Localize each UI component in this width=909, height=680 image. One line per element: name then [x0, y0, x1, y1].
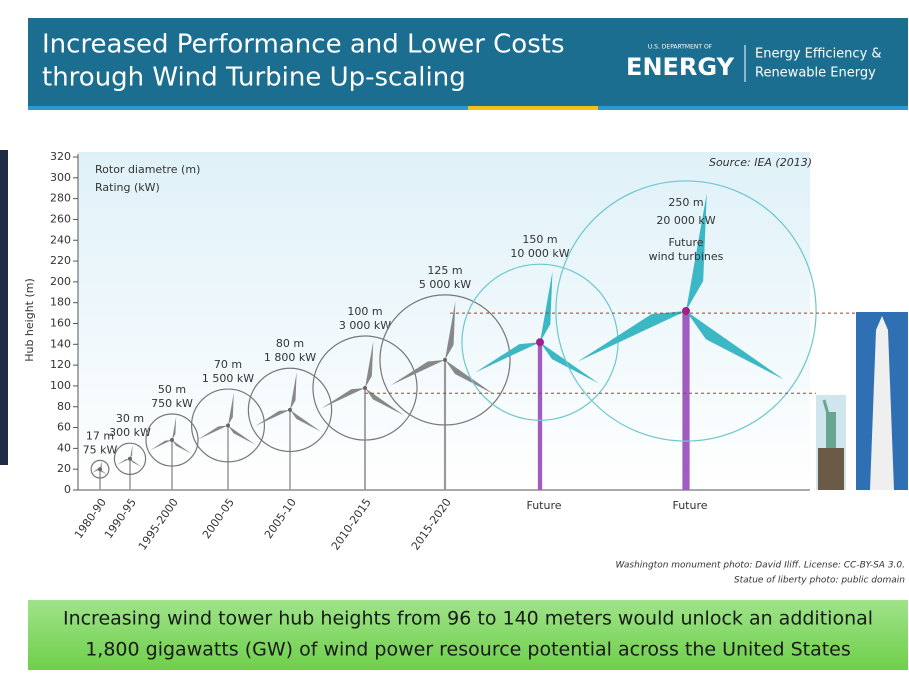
note: wind turbines [649, 250, 724, 263]
rating-label: 1 800 kW [264, 351, 316, 364]
rating-label: 10 000 kW [510, 247, 569, 260]
hub [128, 457, 132, 461]
credit: Washington monument photo: David Iliff. … [615, 561, 905, 571]
rating-label: 20 000 kW [656, 214, 715, 227]
y-tick-label: 80 [57, 400, 71, 413]
rating-label: 5 000 kW [419, 278, 471, 291]
y-tick-label: 220 [50, 254, 71, 267]
y-tick-label: 320 [50, 150, 71, 163]
footer-text: Increasing wind tower hub heights from 9… [63, 608, 873, 630]
title: through Wind Turbine Up-scaling [42, 63, 466, 93]
header-strip [468, 106, 598, 110]
credit: Statue of liberty photo: public domain [734, 576, 905, 586]
y-tick-label: 140 [50, 337, 71, 350]
diameter-label: 80 m [276, 337, 304, 350]
legend-text: Rating (kW) [95, 181, 160, 194]
logo-text: Energy Efficiency & [755, 47, 882, 62]
title: Increased Performance and Lower Costs [42, 30, 565, 60]
y-tick-label: 180 [50, 296, 71, 309]
statue-of-liberty [816, 395, 846, 490]
rating-label: 75 kW [83, 443, 118, 456]
y-axis-label: Hub height (m) [23, 278, 36, 362]
hub [682, 307, 690, 315]
rating-label: 300 kW [109, 426, 151, 439]
logo: ENERGY [626, 53, 735, 81]
diameter-label: 50 m [158, 383, 186, 396]
photo-edge [0, 150, 8, 465]
note: Future [668, 236, 703, 249]
y-tick-label: 300 [50, 171, 71, 184]
x-label: Future [526, 499, 561, 512]
diameter-label: 100 m [347, 305, 382, 318]
y-tick-label: 160 [50, 317, 71, 330]
y-tick-label: 240 [50, 233, 71, 246]
diameter-label: 125 m [427, 264, 462, 277]
footer-text: 1,800 gigawatts (GW) of wind power resou… [85, 639, 851, 661]
y-tick-label: 20 [57, 462, 71, 475]
hub [226, 423, 230, 427]
diameter-label: 250 m [668, 196, 703, 209]
y-tick-label: 60 [57, 421, 71, 434]
hub [170, 438, 174, 442]
hub [98, 467, 102, 471]
logo-text: Renewable Energy [755, 66, 876, 81]
hub [363, 386, 367, 390]
legend-text: Rotor diametre (m) [95, 163, 200, 176]
slide: Increased Performance and Lower Costs th… [0, 0, 909, 680]
y-tick-label: 0 [64, 483, 71, 496]
hub [536, 338, 544, 346]
x-label: Future [672, 499, 707, 512]
rating-label: 750 kW [151, 397, 193, 410]
header-strip [598, 106, 908, 110]
header-strip [28, 106, 468, 110]
logo-small: U.S. DEPARTMENT OF [648, 44, 713, 51]
hub [443, 358, 447, 362]
washington-monument [856, 312, 908, 490]
y-tick-label: 200 [50, 275, 71, 288]
y-tick-label: 280 [50, 192, 71, 205]
y-tick-label: 260 [50, 212, 71, 225]
diameter-label: 70 m [214, 358, 242, 371]
diameter-label: 150 m [522, 233, 557, 246]
diameter-label: 30 m [116, 412, 144, 425]
rating-label: 3 000 kW [339, 319, 391, 332]
source: Source: IEA (2013) [709, 156, 812, 169]
y-tick-label: 40 [57, 441, 71, 454]
y-tick-label: 100 [50, 379, 71, 392]
y-tick-label: 120 [50, 358, 71, 371]
hub [288, 408, 292, 412]
rating-label: 1 500 kW [202, 372, 254, 385]
